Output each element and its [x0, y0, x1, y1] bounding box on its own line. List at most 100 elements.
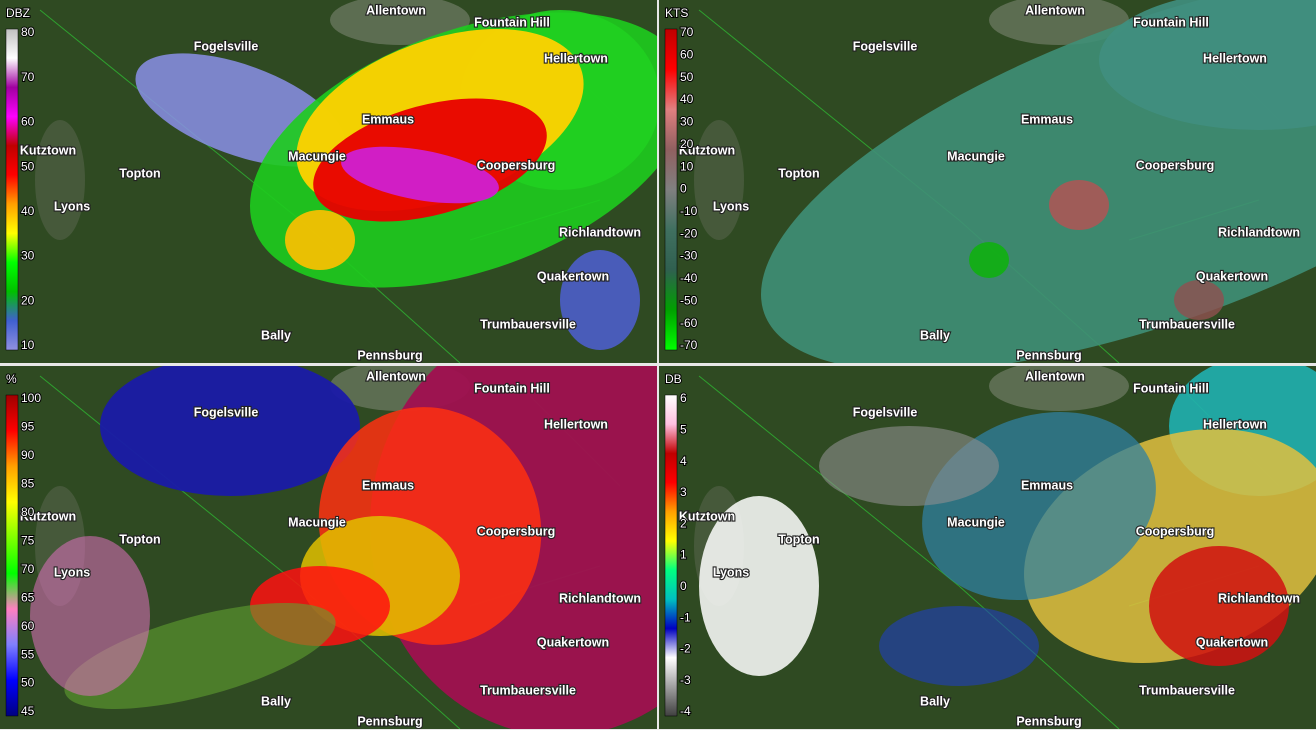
scale-tick-label: 55 [21, 647, 35, 661]
radar-echo [560, 250, 640, 350]
town-label: Bally [261, 694, 291, 708]
town-label: Coopersburg [1136, 524, 1214, 538]
town-label: Bally [920, 328, 950, 342]
scale-tick-label: 0 [680, 182, 687, 196]
town-label: Trumbauersville [1139, 317, 1235, 331]
town-label: Bally [920, 694, 950, 708]
scale-tick-label: 75 [21, 533, 35, 547]
colorbar [5, 394, 19, 717]
radar-echo [761, 0, 1316, 363]
scale-tick-label: 50 [21, 159, 35, 173]
scale-tick-label: 65 [21, 590, 35, 604]
town-label: Richlandtown [559, 225, 641, 239]
scale-unit: DBZ [6, 6, 30, 20]
scale-tick-label: -3 [680, 673, 691, 687]
radar-echo [879, 606, 1039, 686]
town-label: Fogelsville [853, 39, 918, 53]
radar-echo [699, 496, 819, 676]
radar-echo [1099, 0, 1316, 130]
town-label: Hellertown [544, 417, 608, 431]
town-label: Bally [261, 328, 291, 342]
radar-panel: Allentown Fountain Hill Fogelsville Hellert… [0, 0, 657, 363]
town-label: Allentown [1025, 3, 1085, 17]
radar-panel: Allentown Fountain Hill Fogelsville Hellert… [659, 366, 1316, 729]
scale-tick-label: 1 [680, 548, 687, 562]
scale-tick-label: -50 [680, 293, 698, 307]
town-label: Coopersburg [477, 524, 555, 538]
town-label: Allentown [366, 3, 426, 17]
scale-unit: % [6, 372, 17, 386]
scale-tick-label: 100 [21, 391, 41, 405]
scale-tick-label: 50 [680, 70, 694, 84]
town-label: Trumbauersville [1139, 683, 1235, 697]
town-label: Pennsburg [357, 348, 422, 362]
scale-tick-label: -20 [680, 226, 698, 240]
scale-tick-label: -30 [680, 249, 698, 263]
radar-panel: Allentown Fountain Hill Fogelsville Hellert… [659, 0, 1316, 363]
town-label: Lyons [54, 565, 90, 579]
scale-tick-label: -60 [680, 316, 698, 330]
town-label: Allentown [366, 369, 426, 383]
town-label: Coopersburg [1136, 158, 1214, 172]
scale-tick-label: 70 [21, 562, 35, 576]
town-label: Macungie [947, 149, 1005, 163]
scale-tick-label: 80 [21, 505, 35, 519]
scale-tick-label: 5 [680, 422, 687, 436]
scale-tick-label: 50 [21, 676, 35, 690]
town-label: Fountain Hill [474, 381, 550, 395]
scale-tick-label: 30 [21, 249, 35, 263]
town-label: Hellertown [1203, 417, 1267, 431]
town-label: Pennsburg [1016, 714, 1081, 728]
town-label: Fogelsville [194, 405, 259, 419]
town-label: Allentown [1025, 369, 1085, 383]
radar-echo [1174, 280, 1224, 320]
town-label: Fogelsville [194, 39, 259, 53]
town-label: Richlandtown [1218, 591, 1300, 605]
town-label: Topton [119, 166, 160, 180]
town-label: Kutztown [679, 143, 735, 157]
town-label: Emmaus [1021, 478, 1073, 492]
scale-tick-label: 40 [680, 92, 694, 106]
town-label: Fountain Hill [1133, 381, 1209, 395]
radar-echo [1049, 180, 1109, 230]
scale-tick-label: 4 [680, 454, 687, 468]
radar-panel: Allentown Fountain Hill Fogelsville Hellert… [0, 366, 657, 729]
scale-tick-label: -70 [680, 338, 698, 352]
radar-echo [100, 366, 360, 496]
town-label: Quakertown [1196, 269, 1268, 283]
scale-tick-label: 85 [21, 477, 35, 491]
scale-tick-label: 70 [21, 70, 35, 84]
scale-tick-label: 45 [21, 704, 35, 718]
town-label: Macungie [288, 515, 346, 529]
town-label: Quakertown [537, 269, 609, 283]
radar-echo [64, 603, 336, 709]
town-label: Quakertown [1196, 635, 1268, 649]
town-label: Emmaus [362, 112, 414, 126]
scale-unit: KTS [665, 6, 688, 20]
town-label: Fountain Hill [1133, 15, 1209, 29]
scale-tick-label: 60 [680, 48, 694, 62]
town-label: Emmaus [362, 478, 414, 492]
scale-tick-label: -4 [680, 704, 691, 718]
urban-area [694, 120, 744, 240]
colorbar [664, 394, 678, 717]
radar-echo [1149, 546, 1289, 666]
radar-echo [819, 426, 999, 506]
scale-tick-label: 0 [680, 579, 687, 593]
town-label: Lyons [713, 199, 749, 213]
scale-tick-label: 60 [21, 619, 35, 633]
scale-tick-label: 80 [21, 25, 35, 39]
scale-tick-label: 20 [680, 137, 694, 151]
urban-area [330, 0, 470, 45]
scale-tick-label: 60 [21, 115, 35, 129]
scale-tick-label: 30 [680, 115, 694, 129]
urban-area [989, 366, 1129, 411]
town-label: Lyons [54, 199, 90, 213]
scale-tick-label: -1 [680, 610, 691, 624]
town-label: Pennsburg [1016, 348, 1081, 362]
radar-echo [285, 210, 355, 270]
town-label: Topton [119, 532, 160, 546]
scale-tick-label: 6 [680, 391, 687, 405]
scale-tick-label: 2 [680, 516, 687, 530]
